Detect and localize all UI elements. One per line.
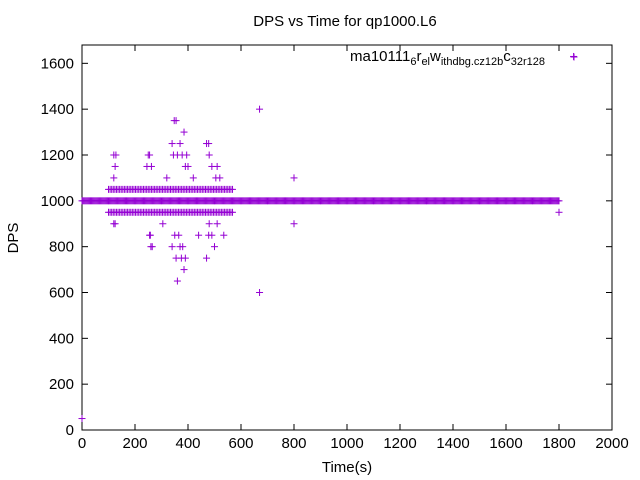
data-points xyxy=(78,52,578,423)
y-tick-label: 800 xyxy=(49,239,74,256)
data-point xyxy=(195,231,203,239)
legend-marker xyxy=(570,53,578,61)
data-point xyxy=(112,151,120,159)
data-point xyxy=(176,140,184,148)
data-point xyxy=(229,185,237,193)
x-tick-label: 0 xyxy=(78,435,86,452)
x-tick-label: 1600 xyxy=(489,435,522,452)
data-point xyxy=(111,162,119,170)
data-point xyxy=(168,243,176,251)
x-tick-label: 400 xyxy=(175,435,200,452)
data-point xyxy=(555,208,563,216)
data-point xyxy=(216,174,224,182)
x-tick-label: 600 xyxy=(228,435,253,452)
data-point xyxy=(290,174,298,182)
data-point xyxy=(229,208,237,216)
data-point xyxy=(256,289,264,296)
x-tick-label: 1400 xyxy=(436,435,469,452)
data-point xyxy=(146,231,154,239)
data-point xyxy=(290,220,298,228)
data-point xyxy=(184,162,192,170)
data-point xyxy=(172,117,180,125)
data-point xyxy=(173,277,181,285)
data-point xyxy=(213,162,221,170)
x-axis-ticks: 0 200 400 600 800 1000 1200 1400 1600 1800 2000 xyxy=(78,45,629,452)
data-point xyxy=(220,231,228,239)
x-tick-label: 1800 xyxy=(542,435,575,452)
x-axis-label: Time(s) xyxy=(322,459,372,476)
y-tick-label: 0 xyxy=(66,422,74,439)
data-point xyxy=(146,151,154,159)
data-point xyxy=(175,231,183,239)
x-tick-label: 1000 xyxy=(330,435,363,452)
data-point xyxy=(256,105,264,113)
y-tick-label: 200 xyxy=(49,376,74,393)
x-tick-label: 200 xyxy=(122,435,147,452)
data-point xyxy=(211,243,218,251)
data-point xyxy=(213,220,221,228)
y-tick-label: 1000 xyxy=(41,193,74,210)
data-point xyxy=(555,197,563,205)
data-point xyxy=(189,174,197,182)
data-point xyxy=(78,415,86,423)
y-axis-label: DPS xyxy=(5,223,22,254)
legend-label: ma101116relwithdbg.cz12bc32r128 xyxy=(350,48,545,68)
x-tick-label: 2000 xyxy=(595,435,628,452)
data-point xyxy=(181,254,189,262)
data-point xyxy=(163,174,171,182)
chart-title: DPS vs Time for qp1000.L6 xyxy=(253,13,436,30)
y-tick-label: 1400 xyxy=(41,101,74,118)
x-tick-label: 800 xyxy=(281,435,306,452)
data-point xyxy=(183,151,191,159)
data-point xyxy=(147,162,155,170)
legend: ma101116relwithdbg.cz12bc32r128 xyxy=(350,48,578,68)
y-tick-label: 400 xyxy=(49,330,74,347)
data-point xyxy=(159,220,167,228)
data-point xyxy=(203,254,211,262)
data-point xyxy=(110,174,118,182)
data-point xyxy=(205,140,213,148)
x-tick-label: 1200 xyxy=(383,435,416,452)
data-point xyxy=(180,128,188,136)
legend-marker-cross xyxy=(570,53,578,61)
y-axis-ticks: 0 200 400 600 800 1000 1200 1400 1600 xyxy=(41,55,612,439)
y-tick-label: 1600 xyxy=(41,55,74,72)
data-point xyxy=(111,220,119,228)
data-point xyxy=(148,243,156,251)
data-point xyxy=(168,140,176,148)
data-point xyxy=(180,266,188,274)
data-point xyxy=(205,151,213,159)
data-point xyxy=(208,231,216,239)
data-point xyxy=(179,243,187,251)
data-point xyxy=(205,220,213,228)
y-tick-label: 600 xyxy=(49,285,74,302)
y-tick-label: 1200 xyxy=(41,147,74,164)
